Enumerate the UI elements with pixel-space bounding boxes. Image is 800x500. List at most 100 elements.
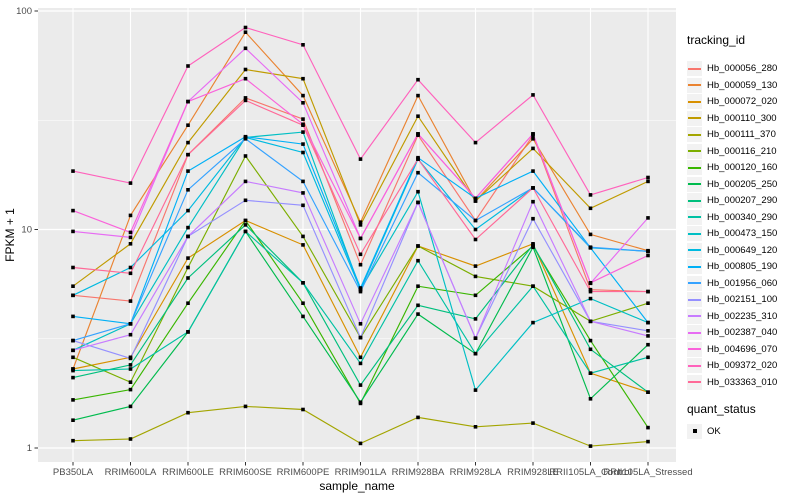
- data-point: [128, 242, 133, 246]
- data-point: [358, 355, 363, 360]
- legend-line-icon: [688, 67, 701, 70]
- data-point: [358, 383, 363, 387]
- data-point: [71, 314, 75, 319]
- data-point: [186, 276, 190, 280]
- legend-panel: tracking_id Hb_000056_280 Hb_000059_130 Hb…: [687, 33, 799, 440]
- legend-line-icon: [688, 100, 701, 103]
- data-point: [301, 191, 305, 195]
- legend-line-icon: [688, 150, 701, 152]
- data-point: [128, 265, 133, 270]
- data-point: [71, 418, 75, 422]
- legend-line-icon: [688, 282, 701, 284]
- legend-item-Hb_002151_100: Hb_002151_100: [687, 292, 799, 307]
- legend-key-swatch: [687, 325, 702, 340]
- data-point: [473, 264, 478, 268]
- data-point: [416, 200, 420, 205]
- data-point: [416, 157, 420, 161]
- data-point: [186, 99, 190, 104]
- data-point: [301, 142, 305, 146]
- legend-label: Hb_000340_290: [707, 211, 778, 223]
- y-tick-label: 100: [16, 6, 32, 17]
- data-point: [588, 371, 593, 375]
- legend-line-icon: [688, 331, 701, 334]
- legend-key-swatch: [687, 77, 702, 93]
- data-point: [71, 208, 75, 213]
- data-point: [646, 390, 650, 394]
- data-point: [71, 169, 75, 173]
- legend-line-icon: [688, 84, 701, 86]
- data-point: [646, 179, 650, 184]
- data-point: [301, 123, 305, 127]
- data-point: [243, 25, 248, 30]
- data-point: [301, 43, 305, 47]
- legend-line-icon: [688, 183, 701, 185]
- legend-key-swatch: [687, 193, 702, 208]
- data-point: [243, 46, 248, 51]
- square-point-icon: [692, 429, 697, 433]
- data-point: [416, 258, 420, 263]
- legend-label: Hb_000120_160: [707, 162, 778, 173]
- data-point: [71, 338, 75, 343]
- legend-item-Hb_000340_290: Hb_000340_290: [687, 209, 799, 225]
- data-point: [646, 249, 650, 254]
- data-point: [71, 348, 75, 353]
- legend-key-swatch: [687, 242, 702, 258]
- data-point: [71, 355, 75, 360]
- data-point: [473, 274, 478, 279]
- data-point: [301, 150, 305, 155]
- legend-label: Hb_001956_060: [707, 277, 778, 289]
- data-point: [128, 404, 133, 409]
- data-point: [358, 262, 363, 267]
- legend-key-swatch: [687, 143, 702, 159]
- legend-item-Hb_000116_210: Hb_000116_210: [687, 143, 799, 159]
- legend-item-Hb_001956_060: Hb_001956_060: [687, 275, 799, 291]
- data-point: [243, 179, 248, 184]
- data-point: [416, 132, 420, 136]
- legend-key-swatch: [687, 160, 702, 175]
- legend-key-swatch: [687, 94, 702, 109]
- data-point: [128, 181, 133, 185]
- legend-key-swatch: [687, 259, 702, 274]
- legend-line-icon: [688, 133, 701, 136]
- data-point: [186, 330, 190, 334]
- legend-line-icon: [688, 298, 701, 301]
- data-point: [358, 286, 363, 290]
- x-axis-title: sample_name: [319, 479, 395, 493]
- data-point: [646, 320, 650, 325]
- data-point: [243, 198, 248, 203]
- legend-item-Hb_000205_250: Hb_000205_250: [687, 176, 799, 192]
- legend-item-Hb_004696_070: Hb_004696_070: [687, 341, 799, 357]
- legend-item-Hb_002387_040: Hb_002387_040: [687, 325, 799, 340]
- data-point: [531, 137, 535, 141]
- legend-label: Hb_000111_370: [707, 129, 776, 140]
- data-point: [301, 93, 305, 98]
- data-point: [186, 152, 190, 157]
- data-point: [416, 170, 420, 175]
- data-point: [243, 76, 248, 81]
- data-point: [186, 64, 190, 68]
- data-point: [243, 229, 248, 234]
- legend-key-swatch: [687, 110, 702, 126]
- data-point: [358, 236, 363, 241]
- data-point: [531, 421, 535, 425]
- data-point: [531, 245, 535, 249]
- data-point: [243, 134, 248, 139]
- data-point: [301, 101, 305, 105]
- data-point: [243, 218, 248, 223]
- data-point: [588, 206, 593, 211]
- x-tick-label: RRIM928BA: [392, 467, 445, 478]
- legend-label: Hb_000473_150: [707, 228, 778, 239]
- legend-line-icon: [688, 315, 701, 317]
- data-point: [588, 397, 593, 401]
- data-point: [128, 437, 133, 441]
- data-point: [473, 196, 478, 201]
- x-tick-label: RRIM600PE: [277, 467, 330, 478]
- legend-line-icon: [688, 381, 701, 383]
- legend-item-Hb_000473_150: Hb_000473_150: [687, 226, 799, 241]
- data-point: [416, 189, 420, 194]
- data-point: [358, 335, 363, 340]
- legend-line-icon: [688, 265, 701, 268]
- data-point: [128, 356, 133, 361]
- data-point: [416, 303, 420, 308]
